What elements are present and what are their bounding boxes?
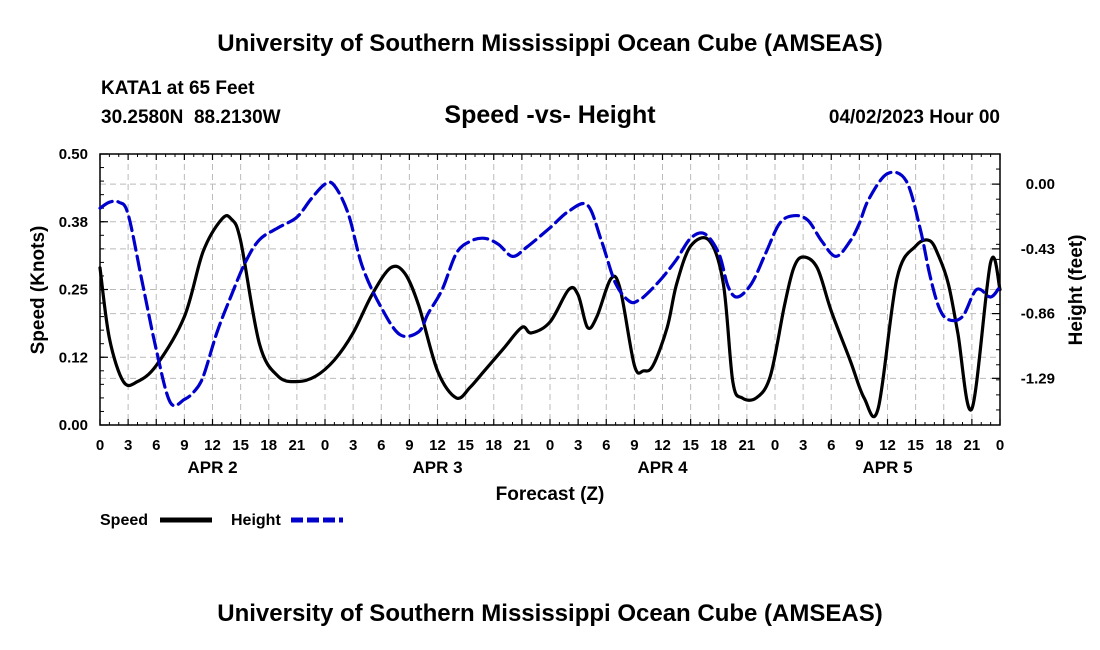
chart-subtitle: Speed -vs- Height <box>444 101 656 129</box>
x-tick-label: 12 <box>654 437 671 454</box>
axis-ticks <box>99 153 1001 426</box>
y2-tick-label: -0.43 <box>1021 241 1055 258</box>
chart-title: University of Southern Mississippi Ocean… <box>217 30 883 57</box>
x-tick-label: 9 <box>630 437 638 454</box>
x-tick-label: 6 <box>152 437 160 454</box>
x-tick-label: 3 <box>124 437 132 454</box>
x-tick-label: 3 <box>574 437 582 454</box>
x-tick-label: 0 <box>321 437 329 454</box>
x-tick-label: 0 <box>96 437 104 454</box>
x-tick-label: 9 <box>180 437 188 454</box>
y-axis-label: Speed (Knots) <box>28 226 49 355</box>
x-axis-label: Forecast (Z) <box>496 484 605 505</box>
day-label: APR 5 <box>862 458 912 477</box>
y-tick-label: 0.50 <box>59 146 88 163</box>
y-tick-label: 0.00 <box>59 417 88 434</box>
x-tick-label: 12 <box>204 437 221 454</box>
x-tick-label: 12 <box>429 437 446 454</box>
x-tick-label: 18 <box>485 437 502 454</box>
footer-title: University of Southern Mississippi Ocean… <box>217 600 883 627</box>
x-tick-label: 12 <box>879 437 896 454</box>
y2-tick-label: -0.86 <box>1021 306 1055 323</box>
legend-label-height: Height <box>231 512 281 529</box>
day-label: APR 3 <box>412 458 462 477</box>
x-tick-label: 21 <box>514 437 531 454</box>
coordinates-label: 30.2580N 88.2130W <box>101 107 281 128</box>
x-tick-label: 0 <box>546 437 554 454</box>
x-tick-label: 21 <box>964 437 981 454</box>
x-tick-label: 15 <box>232 437 249 454</box>
y-tick-label: 0.12 <box>59 349 88 366</box>
y2-axis-label: Height (feet) <box>1066 235 1087 346</box>
forecast-date-label: 04/02/2023 Hour 00 <box>828 107 1000 128</box>
x-tick-label: 3 <box>799 437 807 454</box>
x-tick-label: 3 <box>349 437 357 454</box>
station-label: KATA1 at 65 Feet <box>101 78 255 99</box>
y-tick-label: 0.25 <box>59 282 88 299</box>
day-label: APR 4 <box>637 458 688 477</box>
x-tick-label: 18 <box>935 437 952 454</box>
x-tick-label: 6 <box>827 437 835 454</box>
x-tick-label: 9 <box>855 437 863 454</box>
x-tick-label: 18 <box>260 437 277 454</box>
day-label: APR 2 <box>187 458 237 477</box>
x-tick-label: 15 <box>907 437 924 454</box>
y2-tick-label: -1.29 <box>1021 370 1055 387</box>
series-line-speed <box>98 214 1002 419</box>
x-tick-label: 6 <box>377 437 385 454</box>
x-tick-label: 15 <box>682 437 699 454</box>
y2-tick-label: 0.00 <box>1026 176 1055 193</box>
x-tick-label: 18 <box>710 437 727 454</box>
x-tick-label: 6 <box>602 437 610 454</box>
x-tick-label: 15 <box>457 437 474 454</box>
x-tick-label: 0 <box>771 437 779 454</box>
x-tick-label: 21 <box>289 437 306 454</box>
series-line-height <box>98 170 1002 408</box>
legend: Speed Height <box>100 512 343 529</box>
y-tick-label: 0.38 <box>59 214 88 231</box>
x-tick-label: 9 <box>405 437 413 454</box>
legend-label-speed: Speed <box>100 512 148 529</box>
x-tick-label: 21 <box>739 437 756 454</box>
x-tick-label: 0 <box>996 437 1004 454</box>
